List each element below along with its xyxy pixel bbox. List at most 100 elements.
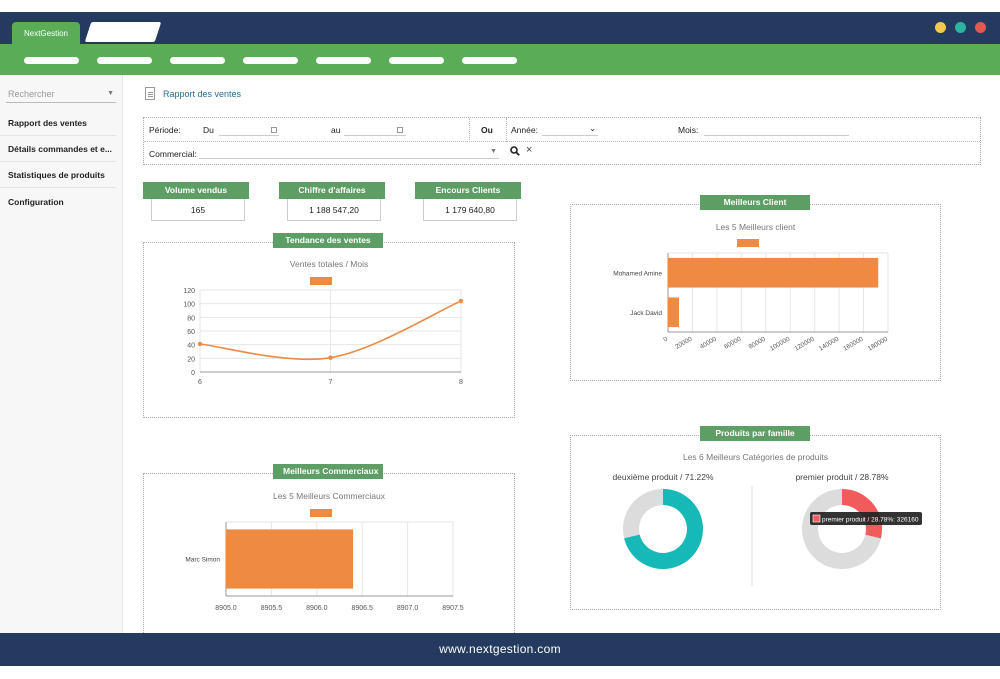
category-label: Marc Simon (185, 557, 220, 564)
kpi-value: 1 188 547,20 (287, 199, 381, 221)
window-controls (935, 22, 986, 33)
search-icon[interactable] (510, 146, 520, 156)
donut-slice (624, 489, 703, 569)
sidebar-item-statistiques-produits[interactable]: Statistiques de produits (0, 162, 116, 188)
caret-down-icon: ▼ (107, 90, 114, 97)
x-tick-label: 8 (459, 379, 463, 386)
divider (469, 118, 470, 142)
x-tick-label: 7 (329, 379, 333, 386)
nav-item[interactable] (97, 57, 152, 64)
data-point (458, 298, 464, 304)
category-label: Jack David (630, 310, 662, 317)
x-tick-label: 100000 (769, 335, 792, 352)
chevron-down-icon: ⌄ (589, 124, 596, 133)
line-chart: 0 20 40 60 80 100 120 6 7 8 (183, 288, 464, 386)
tooltip-text: premier produit / 28.78%: 326160 (822, 516, 919, 523)
bar (668, 297, 679, 328)
date-to-input[interactable] (344, 124, 406, 136)
footer-url[interactable]: www.nextgestion.com (0, 633, 1000, 666)
kpi-label: Volume vendus (143, 182, 249, 199)
nav-item[interactable] (243, 57, 298, 64)
kpi-value: 1 179 640,80 (423, 199, 517, 221)
commercial-select[interactable] (199, 147, 499, 159)
page-title-text: Rapport des ventes (163, 88, 242, 99)
page-title: Rapport des ventes (145, 87, 241, 100)
minimize-dot-icon[interactable] (935, 22, 946, 33)
au-label: au (331, 125, 341, 135)
divider (506, 118, 507, 142)
y-tick-label: 40 (187, 343, 195, 350)
badge-meilleurs-client: Meilleurs Client (700, 195, 810, 210)
annee-label: Année: (511, 125, 538, 135)
legend-swatch (310, 509, 332, 517)
chart-title-commerciaux: Les 5 Meilleurs Commerciaux (273, 491, 385, 501)
x-tick-label: 40000 (699, 335, 718, 350)
badge-tendance: Tendance des ventes (273, 233, 383, 248)
du-label: Du (203, 125, 214, 135)
x-tick-label: 8907.0 (397, 605, 419, 612)
donut-label: deuxième produit / 71.22% (612, 472, 714, 482)
sidebar-item-rapport-des-ventes[interactable]: Rapport des ventes (0, 110, 116, 136)
chart-title-client: Les 5 Meilleurs client (715, 222, 796, 232)
maximize-dot-icon[interactable] (955, 22, 966, 33)
y-tick-label: 20 (187, 356, 195, 363)
x-tick-label: 180000 (867, 335, 890, 352)
sidebar-item-details-commandes[interactable]: Détails commandes et e... (0, 136, 116, 162)
x-tick-label: 6 (198, 379, 202, 386)
badge-meilleurs-commerciaux: Meilleurs Commerciaux (273, 464, 383, 479)
x-tick-label: 8906.0 (306, 605, 328, 612)
data-point (328, 355, 333, 360)
nav-item[interactable] (170, 57, 225, 64)
tooltip-box (810, 512, 922, 525)
nav-item[interactable] (462, 57, 517, 64)
x-tick-label: 8907.5 (442, 605, 464, 612)
nav-item[interactable] (316, 57, 371, 64)
filter-row-2: Commercial: (144, 142, 980, 166)
y-tick-label: 100 (183, 302, 195, 309)
x-tick-label: 160000 (842, 335, 865, 352)
ou-label: Ou (481, 125, 493, 135)
kpi-chiffre-affaires: Chiffre d'affaires 1 188 547,20 (279, 182, 385, 222)
close-dot-icon[interactable] (975, 22, 986, 33)
annee-select[interactable]: ⌄ (542, 124, 598, 136)
x-tick-label: 80000 (748, 335, 767, 350)
bar (226, 529, 354, 589)
x-tick-label: 120000 (793, 335, 816, 352)
close-icon[interactable]: × (526, 144, 533, 156)
nav-item[interactable] (389, 57, 444, 64)
kpi-label: Chiffre d'affaires (279, 182, 385, 199)
sidebar-search-input[interactable]: Rechercher ▼ (6, 85, 116, 103)
y-tick-label: 80 (187, 315, 195, 322)
document-icon (145, 87, 155, 100)
kpi-value: 165 (151, 199, 245, 221)
sidebar (0, 75, 123, 633)
date-from-input[interactable] (219, 124, 279, 136)
x-tick-label: 8905.0 (215, 605, 237, 612)
commerciaux-bar-chart: 8905.0 8905.5 8906.0 8906.5 8907.0 8907.5 Marc… (185, 521, 464, 612)
x-tick-label: 8906.5 (351, 605, 373, 612)
badge-produits-famille: Produits par famille (700, 426, 810, 441)
chart-title-produits: Les 6 Meilleurs Catégories de produits (682, 452, 829, 462)
calendar-icon[interactable] (271, 127, 277, 133)
filter-row-1: Période: Du au Ou Année: ⌄ Mois: (144, 118, 980, 142)
x-tick-label: 60000 (723, 335, 742, 350)
tooltip-swatch (812, 514, 821, 523)
calendar-icon[interactable] (397, 127, 403, 133)
nav-item[interactable] (24, 57, 79, 64)
tab-nextgestion[interactable]: NextGestion (12, 22, 80, 44)
mois-input[interactable] (704, 124, 849, 136)
caret-down-icon[interactable]: ▼ (490, 148, 497, 155)
legend-swatch (737, 239, 759, 247)
y-tick-label: 60 (187, 329, 195, 336)
search-placeholder: Rechercher (8, 89, 55, 99)
kpi-encours-clients: Encours Clients 1 179 640,80 (415, 182, 521, 222)
x-tick-label: 0 (662, 335, 669, 343)
x-tick-label: 8905.5 (261, 605, 283, 612)
tab-inactive[interactable] (84, 22, 162, 42)
y-tick-label: 0 (191, 370, 195, 377)
chart-title-tendance: Ventes totales / Mois (289, 259, 369, 269)
filter-panel: Période: Du au Ou Année: ⌄ Mois: Commerc… (143, 117, 981, 165)
sidebar-item-configuration[interactable]: Configuration (8, 197, 64, 207)
donut-label: premier produit / 28.78% (795, 472, 889, 482)
